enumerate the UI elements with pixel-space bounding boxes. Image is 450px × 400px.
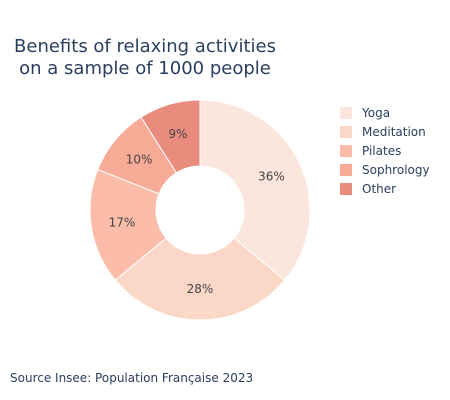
legend-swatch-sophrology	[340, 164, 352, 176]
legend-swatch-pilates	[340, 145, 352, 157]
slice-pilates	[89, 168, 167, 281]
slice-label-sophrology: 10%	[126, 153, 153, 167]
legend-swatch-other	[340, 183, 352, 195]
legend: Yoga Meditation Pilates Sophrology Other	[340, 106, 430, 196]
slice-label-other: 9%	[168, 127, 187, 141]
slice-label-yoga: 36%	[258, 169, 285, 183]
legend-label-sophrology: Sophrology	[362, 163, 430, 177]
chart-title: Benefits of relaxing activities on a sam…	[14, 36, 276, 79]
chart-title-line-1: Benefits of relaxing activities	[14, 36, 276, 57]
legend-swatch-meditation	[340, 126, 352, 138]
legend-item-other[interactable]: Other	[340, 182, 396, 196]
source-note: Source Insee: Population Française 2023	[10, 371, 253, 385]
slice-other	[140, 99, 201, 174]
legend-item-pilates[interactable]: Pilates	[340, 144, 401, 158]
legend-item-sophrology[interactable]: Sophrology	[340, 163, 430, 177]
donut-slices	[89, 99, 311, 321]
legend-item-yoga[interactable]: Yoga	[340, 106, 390, 120]
slice-meditation	[114, 237, 286, 321]
slice-label-pilates: 17%	[109, 215, 136, 229]
chart-title-line-2: on a sample of 1000 people	[19, 58, 271, 79]
legend-label-meditation: Meditation	[362, 125, 426, 139]
legend-label-pilates: Pilates	[362, 144, 401, 158]
slice-label-meditation: 28%	[187, 282, 214, 296]
legend-label-yoga: Yoga	[361, 106, 390, 120]
slice-yoga	[199, 99, 311, 281]
legend-label-other: Other	[362, 182, 396, 196]
donut-slice-labels: 36% 28% 17% 10% 9%	[109, 127, 285, 296]
legend-item-meditation[interactable]: Meditation	[340, 125, 426, 139]
legend-swatch-yoga	[340, 107, 352, 119]
